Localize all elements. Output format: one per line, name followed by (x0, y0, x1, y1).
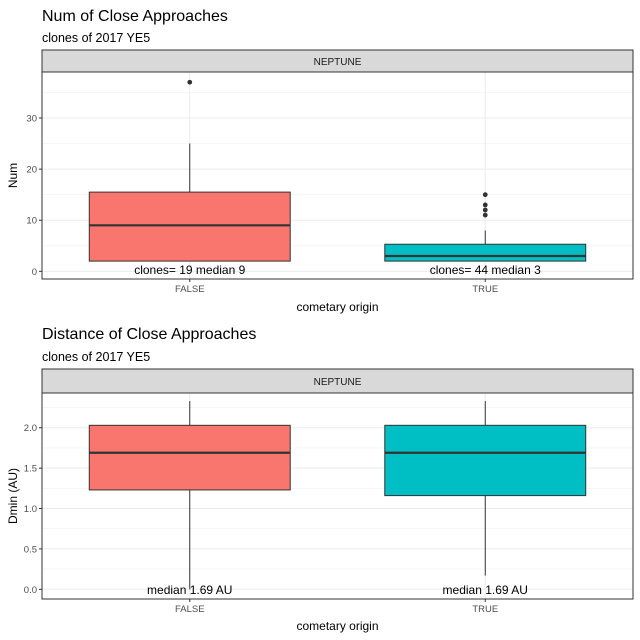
box-iqr (384, 243, 587, 262)
plot-boxes (88, 401, 587, 590)
box-annotation: median 1.69 AU (443, 583, 528, 597)
y-tick-label: 0 (32, 267, 37, 278)
box-annotation: clones= 44 median 3 (430, 263, 541, 277)
box-iqr (88, 424, 291, 491)
x-axis: FALSE TRUE (175, 279, 498, 295)
y-tick-label: 2.0 (24, 423, 37, 434)
x-axis-title: cometary origin (296, 300, 378, 314)
box-iqr (88, 191, 291, 262)
box-false (88, 79, 291, 262)
y-axis-title: Dmin (AU) (6, 468, 20, 524)
chart-num-close-approaches: Num of Close Approaches clones of 2017 Y… (6, 8, 634, 314)
x-axis: FALSE TRUE (175, 599, 498, 615)
y-axis: 0.0 0.5 1.0 1.5 2.0 (24, 423, 42, 596)
x-tick-label: FALSE (175, 284, 205, 295)
y-tick-label: 20 (26, 165, 37, 176)
x-axis-title: cometary origin (296, 619, 378, 633)
outlier-point (482, 192, 488, 198)
outlier-point (187, 79, 193, 85)
y-tick-label: 1.5 (24, 464, 37, 475)
panel-border (41, 71, 634, 280)
outlier-point (482, 202, 488, 208)
box-true (384, 401, 587, 576)
box-annotation: median 1.69 AU (147, 583, 232, 597)
facet-strip-label: NEPTUNE (314, 57, 362, 68)
y-axis: 0 10 20 30 (26, 114, 42, 278)
plot-annotations: median 1.69 AU median 1.69 AU (147, 583, 528, 597)
plot-annotations: clones= 19 median 9 clones= 44 median 3 (134, 263, 541, 277)
x-tick-label: TRUE (472, 604, 498, 615)
chart-distance-close-approaches: Distance of Close Approaches clones of 2… (6, 326, 634, 633)
box-annotation: clones= 19 median 9 (134, 263, 245, 277)
chart-title: Num of Close Approaches (42, 8, 228, 25)
panel-border (41, 392, 634, 600)
x-tick-label: FALSE (175, 604, 205, 615)
y-tick-label: 1.0 (24, 504, 37, 515)
facet-strip-label: NEPTUNE (314, 377, 362, 388)
outlier-point (482, 207, 488, 213)
plot-boxes (88, 79, 587, 262)
chart-title: Distance of Close Approaches (42, 326, 256, 343)
chart-subtitle: clones of 2017 YE5 (42, 350, 150, 364)
y-tick-label: 30 (26, 114, 37, 125)
y-tick-label: 0.0 (24, 585, 37, 596)
facet-strip (41, 368, 634, 394)
outlier-point (482, 212, 488, 218)
box-iqr (384, 424, 587, 497)
box-true (384, 192, 587, 262)
y-axis-title: Num (6, 163, 20, 188)
x-tick-label: TRUE (472, 284, 498, 295)
chart-subtitle: clones of 2017 YE5 (42, 31, 150, 45)
y-tick-label: 0.5 (24, 544, 37, 555)
box-false (88, 401, 291, 590)
y-tick-label: 10 (26, 216, 37, 227)
